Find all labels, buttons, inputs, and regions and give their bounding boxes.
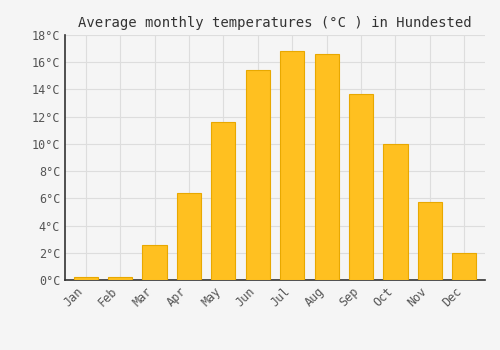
Bar bbox=[142, 245, 167, 280]
Bar bbox=[280, 51, 304, 280]
Bar bbox=[74, 277, 98, 280]
Bar bbox=[108, 277, 132, 280]
Bar bbox=[349, 93, 373, 280]
Bar bbox=[314, 54, 338, 280]
Bar bbox=[212, 122, 236, 280]
Bar bbox=[384, 144, 407, 280]
Bar bbox=[177, 193, 201, 280]
Bar bbox=[418, 202, 442, 280]
Bar bbox=[246, 70, 270, 280]
Bar bbox=[452, 253, 476, 280]
Title: Average monthly temperatures (°C ) in Hundested: Average monthly temperatures (°C ) in Hu… bbox=[78, 16, 472, 30]
